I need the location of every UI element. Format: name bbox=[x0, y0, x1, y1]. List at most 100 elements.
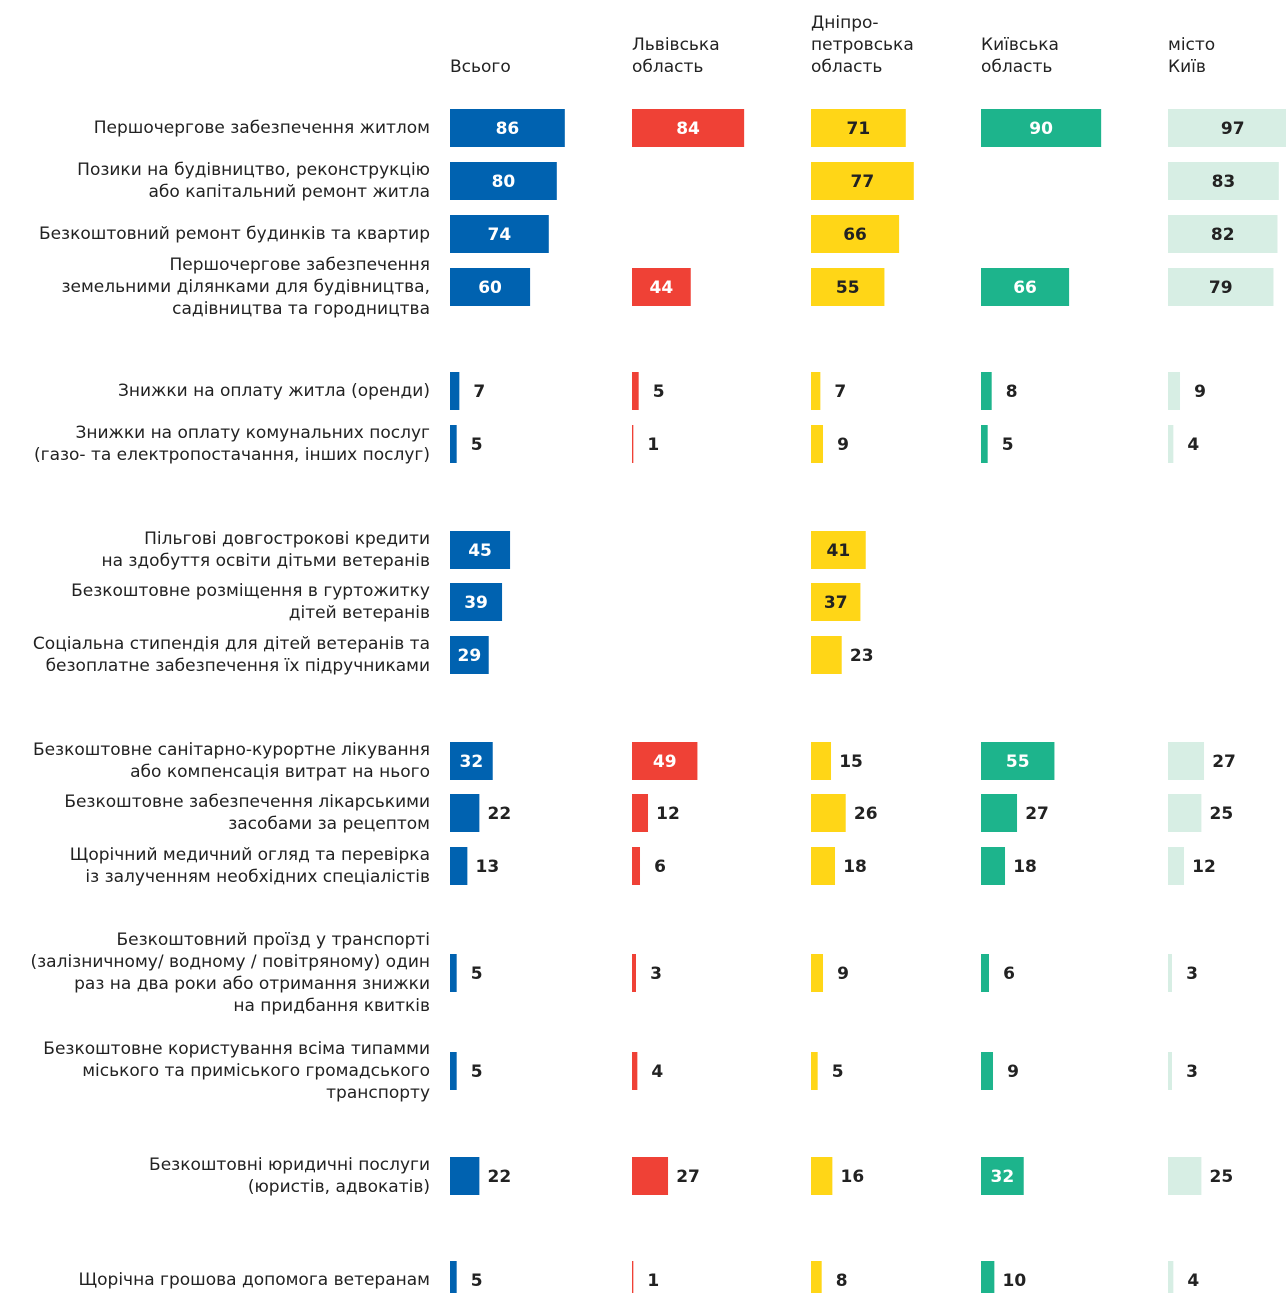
value-label: 12 bbox=[656, 804, 680, 824]
bar bbox=[811, 1157, 833, 1195]
bar bbox=[981, 372, 992, 410]
bar bbox=[450, 162, 557, 200]
bar bbox=[811, 954, 824, 992]
bar bbox=[811, 109, 906, 147]
value-label: 45 bbox=[468, 541, 492, 561]
value-label: 80 bbox=[492, 172, 516, 192]
bar bbox=[450, 636, 489, 674]
value-label: 83 bbox=[1212, 172, 1236, 192]
category-label: Безкоштовний ремонт будинків та квартир bbox=[39, 224, 430, 244]
bar bbox=[981, 1157, 1024, 1195]
bar bbox=[811, 1052, 818, 1090]
bar bbox=[450, 742, 493, 780]
value-label: 6 bbox=[654, 857, 666, 877]
bar bbox=[981, 1052, 994, 1090]
value-label: 7 bbox=[834, 382, 846, 402]
value-label: 5 bbox=[471, 964, 483, 984]
value-label: 79 bbox=[1209, 278, 1233, 298]
bar bbox=[981, 425, 988, 463]
bar bbox=[632, 1052, 638, 1090]
category-label: Першочергове забезпечення земельними діля… bbox=[61, 255, 430, 319]
bar bbox=[450, 1261, 457, 1293]
bar bbox=[981, 109, 1102, 147]
value-label: 90 bbox=[1029, 119, 1053, 139]
value-label: 66 bbox=[1013, 278, 1037, 298]
bar bbox=[981, 847, 1006, 885]
value-label: 41 bbox=[827, 541, 851, 561]
bar bbox=[632, 109, 745, 147]
value-label: 77 bbox=[851, 172, 875, 192]
value-label: 5 bbox=[471, 435, 483, 455]
bar bbox=[450, 372, 460, 410]
value-label: 8 bbox=[1006, 382, 1018, 402]
value-label: 7 bbox=[473, 382, 485, 402]
value-label: 55 bbox=[836, 278, 860, 298]
value-label: 4 bbox=[651, 1062, 663, 1082]
category-label: Безкоштовні юридичні послуги (юристів, ад… bbox=[149, 1155, 430, 1197]
value-label: 84 bbox=[676, 119, 700, 139]
value-label: 74 bbox=[488, 225, 512, 245]
value-label: 5 bbox=[471, 1271, 483, 1291]
bar bbox=[811, 847, 836, 885]
bar bbox=[1168, 425, 1174, 463]
value-label: 55 bbox=[1006, 752, 1030, 772]
bar bbox=[1168, 1157, 1202, 1195]
bar bbox=[632, 742, 698, 780]
series-header: Дніпро-петровська область bbox=[811, 13, 914, 77]
value-label: 97 bbox=[1221, 119, 1245, 139]
category-label: Безкоштовний проїзд у транспорті (залізни… bbox=[31, 930, 431, 1016]
value-label: 15 bbox=[839, 752, 863, 772]
value-label: 5 bbox=[832, 1062, 844, 1082]
category-label: Щорічний медичний огляд та перевірка із з… bbox=[70, 845, 430, 887]
category-label: Знижки на оплату комунальних послуг (газо… bbox=[34, 423, 430, 465]
bar bbox=[632, 1261, 634, 1293]
bar bbox=[981, 1261, 995, 1293]
value-label: 49 bbox=[653, 752, 677, 772]
bar bbox=[811, 268, 885, 306]
bar bbox=[811, 1261, 822, 1293]
category-label: Безкоштовне санітарно-курортне лікування… bbox=[33, 740, 430, 782]
value-label: 37 bbox=[824, 593, 848, 613]
category-label: Безкоштовне користування всіма типамми мі… bbox=[43, 1039, 430, 1103]
bar bbox=[1168, 109, 1286, 147]
value-label: 66 bbox=[843, 225, 867, 245]
value-label: 8 bbox=[836, 1271, 848, 1291]
bar bbox=[450, 531, 511, 569]
bar bbox=[632, 268, 691, 306]
value-label: 3 bbox=[650, 964, 662, 984]
bar bbox=[811, 372, 821, 410]
series-header: Київська область bbox=[981, 35, 1059, 77]
value-label: 12 bbox=[1192, 857, 1216, 877]
bar bbox=[450, 1052, 457, 1090]
bar bbox=[1168, 847, 1185, 885]
value-label: 82 bbox=[1211, 225, 1235, 245]
value-label: 60 bbox=[478, 278, 502, 298]
bar bbox=[632, 425, 634, 463]
value-label: 9 bbox=[837, 964, 849, 984]
value-label: 5 bbox=[653, 382, 665, 402]
bar bbox=[450, 109, 565, 147]
bar bbox=[811, 162, 914, 200]
value-label: 3 bbox=[1186, 1062, 1198, 1082]
bar bbox=[1168, 1052, 1173, 1090]
value-label: 32 bbox=[460, 752, 484, 772]
bar bbox=[450, 954, 457, 992]
bar bbox=[450, 847, 468, 885]
value-label: 25 bbox=[1210, 804, 1234, 824]
bar bbox=[1168, 162, 1279, 200]
bar bbox=[811, 742, 832, 780]
series-header: Львівська область bbox=[632, 35, 720, 77]
bar bbox=[811, 215, 900, 253]
bar bbox=[981, 268, 1070, 306]
value-label: 71 bbox=[847, 119, 871, 139]
value-label: 22 bbox=[488, 804, 512, 824]
value-label: 13 bbox=[476, 857, 500, 877]
category-label: Позики на будівництво, реконструкцію або … bbox=[77, 160, 430, 202]
bar bbox=[811, 794, 846, 832]
value-label: 18 bbox=[1013, 857, 1037, 877]
value-label: 5 bbox=[1002, 435, 1014, 455]
bar bbox=[1168, 372, 1181, 410]
bar bbox=[1168, 268, 1274, 306]
bar bbox=[981, 794, 1018, 832]
value-label: 9 bbox=[1194, 382, 1206, 402]
